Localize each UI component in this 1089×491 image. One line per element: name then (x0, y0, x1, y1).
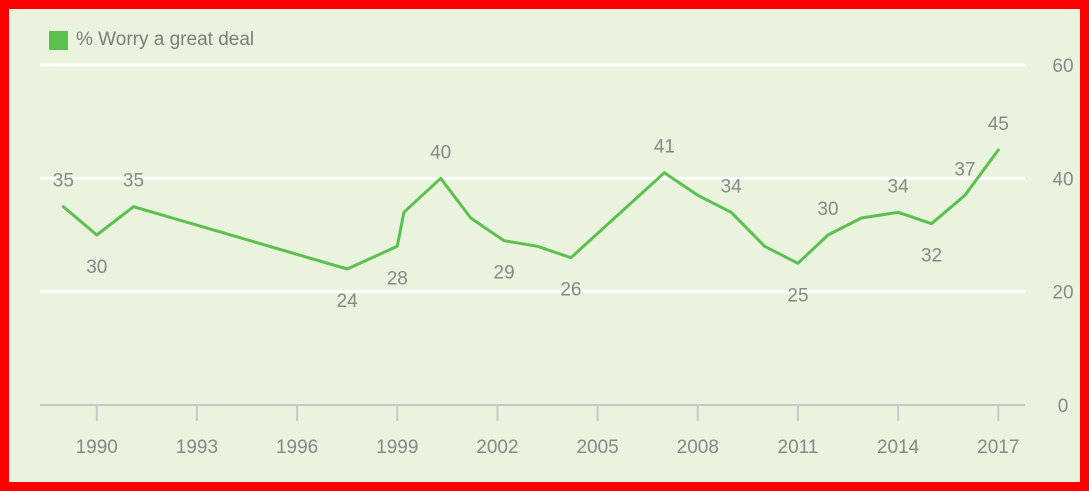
series-line-0 (61, 148, 1000, 271)
data-label-11: 41 (654, 137, 675, 158)
x-tick-label-1999: 1999 (376, 437, 418, 458)
data-label-6: 40 (430, 142, 451, 163)
data-label-3: 24 (337, 291, 359, 312)
data-label-10: 26 (560, 280, 581, 301)
y-tick-label-0: 0 (1058, 396, 1069, 417)
data-label-1: 30 (86, 257, 107, 278)
x-tick-label-2014: 2014 (877, 437, 920, 458)
x-tick-label-2005: 2005 (576, 437, 618, 458)
x-tick-label-2017: 2017 (977, 437, 1019, 458)
legend-label: % Worry a great deal (76, 29, 255, 50)
data-label-18: 34 (888, 176, 910, 197)
legend: % Worry a great deal (49, 29, 254, 51)
x-tick-label-1990: 1990 (76, 437, 118, 458)
y-tick-label-60: 60 (1052, 56, 1073, 77)
y-tick-label-40: 40 (1052, 169, 1073, 190)
data-label-0: 35 (53, 171, 74, 192)
legend-swatch (49, 30, 68, 50)
x-tick-label-1993: 1993 (176, 437, 218, 458)
data-label-19: 32 (921, 246, 942, 267)
x-tick-label-1996: 1996 (276, 437, 318, 458)
data-label-15: 25 (787, 285, 808, 306)
x-tick-label-2002: 2002 (476, 437, 518, 458)
data-label-4: 28 (387, 268, 408, 289)
data-label-8: 29 (494, 263, 515, 284)
x-tick-label-2008: 2008 (677, 437, 719, 458)
data-label-16: 30 (817, 199, 838, 220)
x-tick-label-2011: 2011 (778, 437, 819, 458)
data-label-13: 34 (721, 176, 743, 197)
data-label-21: 45 (988, 114, 1009, 135)
y-tick-label-20: 20 (1052, 283, 1073, 304)
data-label-20: 37 (954, 159, 975, 180)
data-label-2: 35 (123, 171, 144, 192)
